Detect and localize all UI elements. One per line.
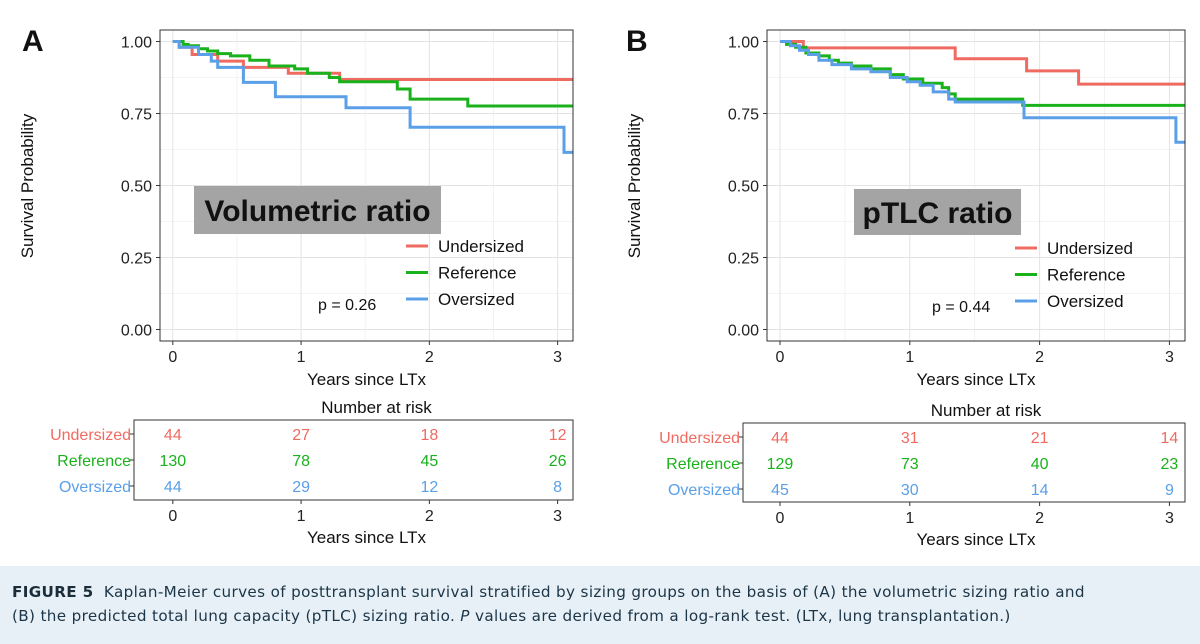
risk-count: 27 bbox=[292, 427, 310, 444]
risk-count: 129 bbox=[767, 456, 794, 473]
legend-label-oversized: Oversized bbox=[438, 290, 515, 309]
y-tick-label: 0.00 bbox=[121, 322, 152, 339]
curve-undersized bbox=[172, 40, 573, 81]
risk-row-label-oversized: Oversized bbox=[668, 482, 740, 499]
risk-count: 30 bbox=[901, 482, 919, 499]
caption-line-2-end: values are derived from a log-rank test.… bbox=[469, 607, 1011, 625]
x-tick-label: 1 bbox=[905, 349, 914, 366]
x-tick-label: 0 bbox=[776, 349, 785, 366]
curve-reference bbox=[780, 40, 1185, 107]
risk-count: 21 bbox=[1031, 430, 1049, 447]
x-axis-label: Years since LTx bbox=[307, 370, 427, 389]
risk-count: 78 bbox=[292, 453, 310, 470]
risk-count: 14 bbox=[1031, 482, 1049, 499]
panel-letter: B bbox=[626, 25, 648, 58]
x-axis-label: Years since LTx bbox=[916, 370, 1036, 389]
risk-count: 12 bbox=[549, 427, 567, 444]
risk-count: 23 bbox=[1161, 456, 1179, 473]
figure-label: FIGURE 5 bbox=[12, 583, 94, 601]
y-tick-label: 1.00 bbox=[121, 35, 152, 52]
y-tick-label: 0.50 bbox=[728, 179, 759, 196]
y-tick-label: 1.00 bbox=[728, 35, 759, 52]
risk-row-label-undersized: Undersized bbox=[659, 430, 740, 447]
risk-x-tick-label: 1 bbox=[905, 510, 914, 527]
panel-letter: A bbox=[22, 25, 44, 58]
legend-label-undersized: Undersized bbox=[438, 237, 524, 256]
risk-count: 73 bbox=[901, 456, 919, 473]
caption-line-2-start: (B) the predicted total lung capacity (p… bbox=[12, 607, 461, 625]
risk-table-border bbox=[742, 422, 1186, 503]
y-axis-label: Survival Probability bbox=[18, 113, 37, 258]
risk-count: 26 bbox=[549, 453, 567, 470]
risk-count: 44 bbox=[164, 427, 182, 444]
risk-table-border bbox=[133, 419, 574, 501]
risk-count: 45 bbox=[420, 453, 438, 470]
risk-x-tick-label: 3 bbox=[1165, 510, 1174, 527]
y-tick-label: 0.75 bbox=[121, 107, 152, 124]
x-tick-label: 0 bbox=[168, 349, 177, 366]
legend-label-reference: Reference bbox=[1047, 266, 1125, 285]
legend-label-undersized: Undersized bbox=[1047, 239, 1133, 258]
y-tick-label: 0.50 bbox=[121, 179, 152, 196]
risk-x-tick-label: 0 bbox=[776, 510, 785, 527]
risk-x-tick-label: 1 bbox=[297, 508, 306, 525]
x-tick-label: 1 bbox=[297, 349, 306, 366]
risk-x-axis-label: Years since LTx bbox=[307, 528, 427, 547]
y-axis-label: Survival Probability bbox=[625, 113, 644, 258]
risk-x-tick-label: 3 bbox=[553, 508, 562, 525]
p-value: p = 0.44 bbox=[932, 299, 990, 316]
caption-line-1: Kaplan-Meier curves of posttransplant su… bbox=[103, 583, 1085, 601]
x-tick-label: 3 bbox=[1165, 349, 1174, 366]
risk-count: 12 bbox=[420, 479, 438, 496]
curve-oversized bbox=[172, 40, 573, 154]
x-tick-label: 2 bbox=[1035, 349, 1044, 366]
risk-x-tick-label: 2 bbox=[425, 508, 434, 525]
legend-label-oversized: Oversized bbox=[1047, 292, 1124, 311]
risk-x-tick-label: 2 bbox=[1035, 510, 1044, 527]
y-tick-label: 0.75 bbox=[728, 107, 759, 124]
risk-count: 130 bbox=[159, 453, 186, 470]
risk-count: 18 bbox=[420, 427, 438, 444]
risk-count: 40 bbox=[1031, 456, 1049, 473]
figure-caption: FIGURE 5 Kaplan-Meier curves of posttran… bbox=[0, 566, 1200, 644]
y-tick-label: 0.25 bbox=[728, 250, 759, 267]
x-tick-label: 3 bbox=[553, 349, 562, 366]
risk-count: 29 bbox=[292, 479, 310, 496]
curve-reference bbox=[172, 40, 573, 108]
x-tick-label: 2 bbox=[425, 349, 434, 366]
risk-count: 8 bbox=[553, 479, 562, 496]
risk-count: 44 bbox=[164, 479, 182, 496]
caption-p-italic: P bbox=[460, 607, 470, 625]
chart-title: Volumetric ratio bbox=[204, 195, 430, 228]
risk-x-axis-label: Years since LTx bbox=[916, 530, 1036, 549]
legend-label-reference: Reference bbox=[438, 264, 516, 283]
chart-title: pTLC ratio bbox=[863, 197, 1013, 230]
risk-x-tick-label: 0 bbox=[168, 508, 177, 525]
risk-count: 44 bbox=[771, 430, 789, 447]
y-tick-label: 0.25 bbox=[121, 250, 152, 267]
risk-table-title: Number at risk bbox=[931, 401, 1042, 420]
risk-row-label-reference: Reference bbox=[57, 453, 131, 470]
risk-count: 14 bbox=[1161, 430, 1179, 447]
risk-count: 31 bbox=[901, 430, 919, 447]
y-tick-label: 0.00 bbox=[728, 322, 759, 339]
risk-row-label-undersized: Undersized bbox=[50, 427, 131, 444]
curve-undersized bbox=[780, 40, 1185, 86]
risk-row-label-reference: Reference bbox=[666, 456, 740, 473]
title-box bbox=[854, 189, 1021, 235]
title-box bbox=[194, 186, 441, 234]
p-value: p = 0.26 bbox=[318, 297, 376, 314]
risk-table-title: Number at risk bbox=[321, 398, 432, 417]
risk-row-label-oversized: Oversized bbox=[59, 479, 131, 496]
risk-count: 9 bbox=[1165, 482, 1174, 499]
curve-oversized bbox=[780, 40, 1185, 144]
risk-count: 45 bbox=[771, 482, 789, 499]
